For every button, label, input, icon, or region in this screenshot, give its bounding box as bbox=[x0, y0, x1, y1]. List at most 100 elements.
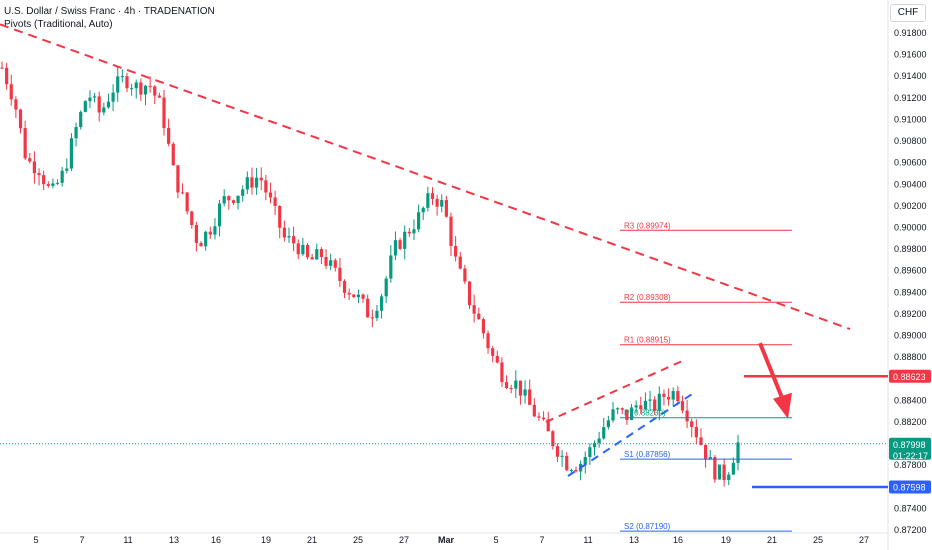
candle-body bbox=[463, 268, 467, 282]
x-tick-label: 5 bbox=[493, 535, 498, 545]
candle-body bbox=[657, 393, 661, 411]
y-tick-label: 0.87200 bbox=[894, 525, 927, 535]
candle-body bbox=[65, 168, 69, 171]
candle-body bbox=[102, 107, 106, 113]
candle-body bbox=[430, 193, 435, 199]
y-tick-label: 0.90400 bbox=[894, 179, 927, 189]
candle-body bbox=[602, 427, 606, 439]
x-tick-label: 27 bbox=[399, 535, 409, 545]
candle-body bbox=[171, 143, 175, 166]
x-tick-label: 25 bbox=[353, 535, 363, 545]
x-tick-label: Mar bbox=[438, 535, 455, 545]
candle-body bbox=[217, 203, 222, 227]
candle-body bbox=[213, 226, 217, 235]
candle-body bbox=[629, 407, 634, 420]
candle-body bbox=[666, 396, 671, 400]
forecast-arrow-shaft bbox=[758, 342, 786, 404]
candle-body bbox=[444, 200, 448, 217]
candle-body bbox=[384, 278, 388, 297]
candle-body bbox=[565, 455, 569, 471]
x-tick-label: 19 bbox=[261, 535, 271, 545]
candle-body bbox=[472, 305, 476, 314]
candle-body bbox=[361, 294, 365, 299]
resistance-price-tag-bg bbox=[889, 369, 931, 383]
pivot-label-p: P (0.88239) bbox=[624, 409, 666, 418]
candle-body bbox=[676, 391, 680, 402]
candle-body bbox=[14, 99, 18, 110]
candle-body bbox=[9, 84, 13, 100]
candle-body bbox=[514, 380, 518, 389]
x-tick-label: 27 bbox=[859, 535, 869, 545]
candle-body bbox=[634, 405, 638, 408]
candle-body bbox=[523, 389, 527, 396]
y-tick-label: 0.88200 bbox=[894, 417, 927, 427]
support-price-tag-bg bbox=[889, 480, 931, 494]
candle-body bbox=[120, 76, 124, 78]
candle-body bbox=[662, 393, 666, 397]
candle-body bbox=[278, 205, 282, 228]
candle-body bbox=[204, 231, 208, 247]
candle-body bbox=[245, 177, 249, 190]
candle-body bbox=[194, 225, 199, 243]
candle-body bbox=[611, 409, 615, 421]
candle-body bbox=[366, 298, 370, 318]
candle-body bbox=[491, 348, 495, 356]
candle-body bbox=[588, 447, 592, 457]
x-tick-label: 5 bbox=[33, 535, 38, 545]
candle-body bbox=[722, 464, 726, 480]
candle-body bbox=[703, 444, 708, 460]
last-price-tag-text: 0.87998 bbox=[893, 440, 926, 450]
support-price-tag-text: 0.87598 bbox=[893, 482, 926, 492]
x-tick-label: 16 bbox=[673, 535, 683, 545]
candle-body bbox=[537, 416, 541, 418]
candle-body bbox=[393, 240, 398, 256]
channel-upper-line bbox=[545, 358, 687, 423]
candle-body bbox=[458, 256, 462, 269]
y-tick-label: 0.91000 bbox=[894, 114, 927, 124]
currency-button[interactable]: CHF bbox=[890, 4, 926, 22]
candle-body bbox=[46, 184, 50, 186]
candle-body bbox=[282, 227, 286, 238]
candle-body bbox=[685, 410, 689, 422]
candle-body bbox=[292, 236, 296, 244]
candle-body bbox=[440, 200, 444, 207]
candle-body bbox=[241, 189, 245, 196]
y-tick-label: 0.87800 bbox=[894, 460, 927, 470]
candle-body bbox=[268, 192, 273, 198]
last-price-tag-text: 01:22:17 bbox=[893, 451, 928, 461]
candle-body bbox=[370, 317, 374, 319]
chart-title: U.S. Dollar / Swiss Franc · 4h · TRADENA… bbox=[4, 6, 215, 17]
x-tick-label: 11 bbox=[123, 535, 132, 545]
candle-body bbox=[546, 419, 550, 432]
candle-body bbox=[481, 319, 486, 334]
y-tick-label: 0.89800 bbox=[894, 244, 927, 254]
candle-body bbox=[305, 244, 310, 258]
candle-body bbox=[42, 175, 46, 185]
candle-body bbox=[532, 404, 536, 417]
candle-body bbox=[176, 165, 180, 193]
y-tick-label: 0.91600 bbox=[894, 50, 927, 60]
candle-body bbox=[301, 244, 305, 255]
candle-body bbox=[338, 267, 342, 281]
pivot-label-s1: S1 (0.87856) bbox=[624, 450, 671, 459]
y-tick-label: 0.89400 bbox=[894, 287, 927, 297]
candle-body bbox=[639, 405, 643, 410]
candle-body bbox=[79, 111, 83, 128]
candle-body bbox=[167, 128, 171, 144]
candle-body bbox=[254, 177, 259, 188]
candle-body bbox=[713, 457, 717, 480]
candle-body bbox=[555, 446, 560, 457]
candle-body bbox=[273, 197, 277, 206]
candle-body bbox=[23, 128, 27, 159]
candle-body bbox=[449, 216, 453, 246]
candle-body bbox=[356, 294, 361, 298]
x-tick-label: 16 bbox=[211, 535, 221, 545]
indicator-label[interactable]: Pivots (Traditional, Auto) bbox=[4, 19, 113, 30]
candle-body bbox=[259, 177, 263, 181]
candle-body bbox=[18, 109, 23, 129]
candle-body bbox=[106, 101, 111, 108]
candle-body bbox=[180, 192, 185, 194]
y-tick-label: 0.91200 bbox=[894, 93, 927, 103]
candle-body bbox=[69, 138, 74, 169]
